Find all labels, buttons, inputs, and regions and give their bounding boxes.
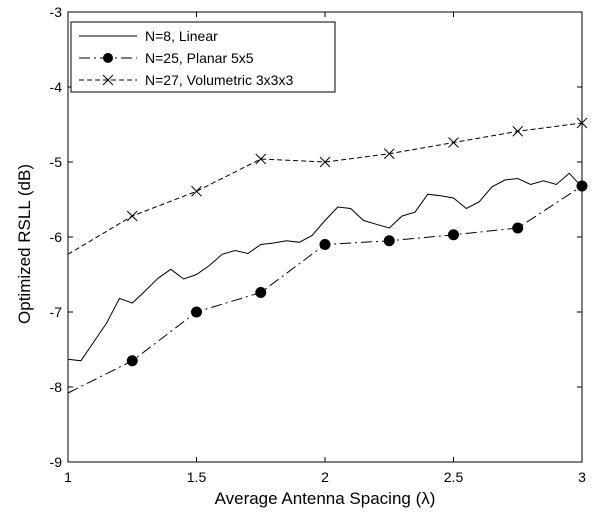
data-point-stroke (448, 137, 459, 148)
x-axis-label: Average Antenna Spacing (λ) (215, 489, 436, 508)
data-point (255, 287, 267, 298)
data-point-stroke (576, 117, 588, 129)
y-tick-label: -5 (50, 154, 63, 170)
series-line-3 (67, 122, 583, 255)
data-point-stroke (126, 210, 138, 222)
data-point (126, 355, 138, 367)
legend-marker-3 (102, 74, 114, 86)
legend: N=8, Linear N=25, Planar 5x5 N=27, Volumet… (70, 21, 336, 93)
x-tick-label: 2.5 (444, 469, 464, 485)
data-point (512, 222, 524, 234)
legend-marker-2 (103, 53, 113, 63)
y-tick-label: -6 (50, 229, 63, 245)
y-axis-label: Optimized RSLL (dB) (15, 164, 34, 324)
legend-label-2: N=25, Planar 5x5 (145, 50, 254, 66)
data-point (319, 239, 331, 250)
data-point (191, 185, 202, 197)
data-point (512, 125, 524, 137)
data-point (383, 148, 395, 160)
tick-layer: 1 1.5 2 2.5 3 -9 -8 -7 -6 -5 -4 -3 (50, 4, 587, 485)
data-point (576, 117, 588, 129)
data-point-stroke (512, 125, 524, 137)
data-point (448, 137, 459, 148)
legend-label-3: N=27, Volumetric 3x3x3 (145, 72, 293, 88)
data-point (576, 180, 588, 192)
data-point (126, 210, 138, 222)
data-point (448, 229, 459, 241)
data-point-stroke (191, 185, 202, 197)
y-tick-label: -8 (50, 379, 63, 395)
y-tick-label: -4 (50, 79, 63, 95)
y-tick-label: -9 (50, 454, 63, 470)
data-point-stroke (255, 153, 267, 165)
x-tick-label: 1.5 (187, 469, 207, 485)
series-layer (67, 117, 588, 394)
x-tick-label: 3 (578, 469, 586, 485)
series-line-1 (67, 172, 583, 362)
data-point (383, 235, 395, 247)
y-tick-label: -7 (50, 304, 63, 320)
legend-marker-stroke (102, 74, 114, 86)
data-point-stroke (383, 148, 395, 160)
data-point (255, 153, 267, 165)
data-point (191, 306, 202, 318)
x-tick-label: 2 (321, 469, 329, 485)
data-point-stroke (319, 156, 331, 168)
x-tick-label: 1 (64, 469, 72, 485)
y-tick-label: -3 (50, 4, 63, 20)
data-point (319, 156, 331, 168)
legend-label-1: N=8, Linear (145, 28, 218, 44)
